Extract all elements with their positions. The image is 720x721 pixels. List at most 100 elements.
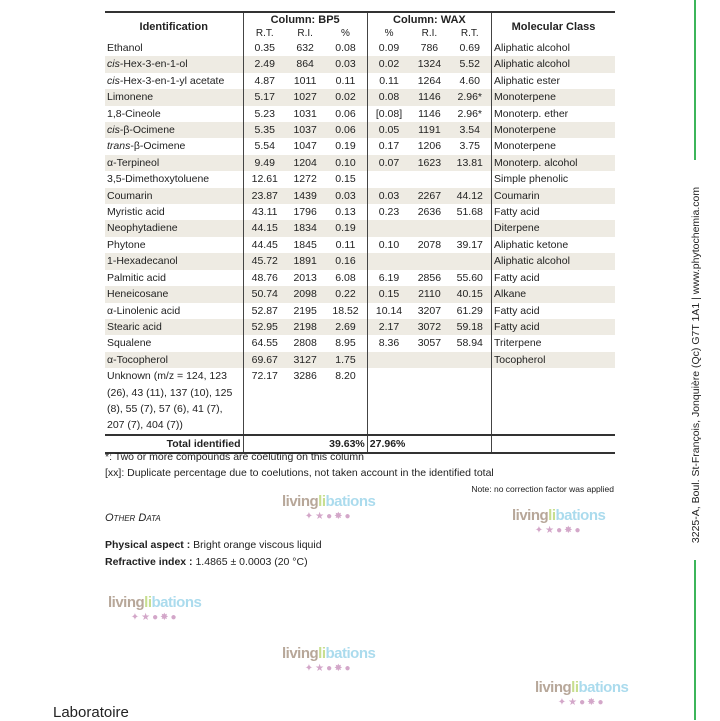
bp5-rt: 23.87 [242,187,287,205]
bp5-pct: 0.08 [335,42,356,54]
wax-pct: 6.19 [366,269,411,287]
compound-name-text: Myristic acid [107,206,165,219]
molecular-class: Monoterp. alcohol [491,154,615,172]
total-wax: 27.96% [366,433,492,455]
wax-ri: 2078 [417,238,442,251]
compound-name-text: Limonene [107,91,154,104]
bp5-rt: 50.74 [242,286,287,303]
compound-prefix: cis [107,124,120,137]
bp5-pct: 0.06 [335,107,356,120]
wax-pct: 0.23 [366,204,411,221]
wax-rt: 44.12 [448,187,492,205]
compound-name-text: Palmitic acid [107,271,166,284]
bp5-ri: 1796 [293,206,317,219]
wax-rt: 3.75 [459,140,480,153]
subheader-wax-ri: R.I. [421,28,438,39]
table-row: Ethanol 0.35 632 0.08 0.09 786 0.69 Aliphatic a… [105,40,615,57]
livinglibations-watermark: livinglibations ✦★●✸● [512,507,606,536]
compound-name: Ethanol [105,40,243,56]
molecular-class: Diterpene [491,220,615,237]
wax-pct [366,253,411,270]
molecular-class: Aliphatic alcohol [491,253,615,270]
wax-rt: 2.96* [448,89,492,106]
bp5-rt: 72.17 [242,368,287,435]
bp5-pct: 0.13 [335,206,356,219]
table-row: cis-Hex-3-en-1-ol 2.49 864 0.03 0.02 1324 5.52… [105,56,615,73]
bp5-ri: 1037 [286,122,325,139]
bp5-rt: 5.17 [242,89,287,106]
bp5-ri: 1845 [293,238,317,251]
footnote-coelution: *: Two or more compounds are coeluting o… [105,451,364,463]
wax-rt: 51.68 [456,206,483,219]
compound-name: Coumarin [105,187,243,205]
table-row: Phytone 44.45 1845 0.11 0.10 2078 39.17 Aliphat… [105,236,615,254]
physical-label: Physical aspect : [105,539,191,551]
bp5-rt: 5.35 [242,122,287,139]
wax-ri: 2856 [417,271,442,284]
bp5-pct: 0.11 [335,238,356,251]
table-row: Squalene 64.55 2808 8.95 8.36 3057 58.94 Triter… [105,335,615,352]
header-class: Molecular Class [491,12,615,40]
wax-pct: 10.14 [366,302,411,319]
bp5-ri: 1834 [286,220,325,237]
molecular-class: Coumarin [491,187,615,205]
bp5-pct: 18.52 [332,304,359,317]
wax-rt [449,171,492,187]
molecular-class: Tocopherol [491,351,615,369]
compound-name-text: 1,8-Cineole [107,107,161,120]
compound-name-text: α-Terpineol [107,156,160,169]
total-bp5: 39.63% [242,433,368,455]
green-line-bottom [694,560,696,720]
compound-name-text: Heneicosane [107,288,169,301]
bp5-pct: 0.11 [335,74,356,87]
compound-prefix: trans [107,140,131,153]
wax-ri [410,368,448,435]
bp5-ri: 1204 [286,154,325,172]
bp5-rt: 48.76 [242,269,287,287]
wax-pct: 0.10 [366,236,411,254]
bp5-pct: 0.02 [324,89,368,106]
compound-name-text: -Hex-3-en-1-yl acetate [119,74,225,87]
compound-name-text: Ethanol [107,42,143,54]
wax-rt: 39.17 [456,238,483,251]
sidebar-address: 3225-A, Boul. St-François, Jonquière (Qc… [690,186,702,544]
subheader-wax-rt: R.T. [460,28,479,39]
bp5-rt: 52.87 [242,302,287,319]
total-label: Total identified [105,433,243,455]
compound-name: Palmitic acid [105,270,243,286]
table-row: Limonene 5.17 1027 0.02 0.08 1146 2.96* Monoter… [105,89,615,106]
table-row: α-Terpineol 9.49 1204 0.10 0.07 1623 13.81 Mono… [105,154,615,172]
wax-ri: 1264 [417,74,442,87]
bp5-ri: 632 [296,42,314,54]
bp5-pct: 0.15 [335,173,356,186]
table-row: Palmitic acid 48.76 2013 6.08 6.19 2856 55.60 F… [105,269,615,287]
wax-pct: 0.07 [366,154,411,172]
bp5-ri: 2195 [293,304,317,317]
bp5-ri: 1891 [286,253,325,270]
compound-name: cis-β-Ocimene [105,122,243,139]
wax-ri: 2636 [417,206,442,219]
total-class-empty [491,433,615,455]
wax-pct: 0.11 [366,72,411,90]
wax-ri: 1623 [410,154,449,172]
wax-rt: 13.81 [448,154,492,172]
bp5-ri: 3127 [286,351,325,369]
livinglibations-watermark: livinglibations ✦★●✸● [535,679,629,708]
bp5-pct: 8.95 [335,337,356,350]
wax-pct: 8.36 [366,335,411,352]
molecular-class: Alkane [491,286,615,303]
compound-name-text: Phytone [107,238,146,251]
wax-ri [410,220,449,237]
molecular-class: Monoterp. ether [491,105,615,123]
bp5-ri: 1031 [293,107,317,120]
wax-rt: 59.18 [448,318,492,336]
wax-rt [448,220,492,237]
bp5-rt: 0.35 [242,40,287,57]
wax-ri: 786 [420,42,439,54]
compound-name-text: 3,5-Dimethoxytoluene [107,173,210,186]
header-bp5: Column: BP5 [242,12,368,27]
molecular-class: Triterpene [491,335,615,352]
wax-ri [410,253,449,270]
bp5-pct: 2.69 [324,318,368,336]
wax-ri [410,351,449,369]
